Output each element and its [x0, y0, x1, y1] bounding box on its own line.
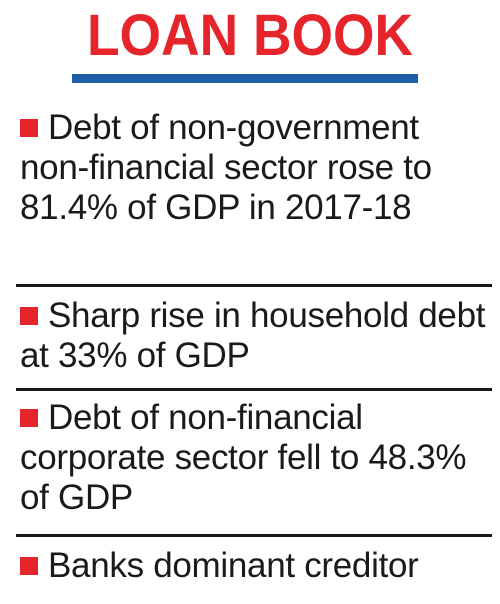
list-item-text: Sharp rise in household debt at 33% of G… — [20, 296, 488, 376]
square-bullet-icon — [20, 557, 38, 575]
divider — [16, 534, 492, 537]
title-underline — [72, 74, 418, 83]
list-item-label: Sharp rise in household debt at 33% of G… — [20, 296, 486, 375]
page-title: LOAN BOOK — [86, 3, 414, 68]
list-item-label: Debt of non-financial corporate sector f… — [20, 398, 467, 517]
list-item-label: Debt of non-government non-financial sec… — [20, 108, 432, 227]
list-item: Sharp rise in household debt at 33% of G… — [20, 296, 488, 376]
list-item: Debt of non-financial corporate sector f… — [20, 398, 488, 518]
list-item: Banks dominant creditor — [20, 546, 488, 586]
list-item-text: Debt of non-financial corporate sector f… — [20, 398, 488, 518]
square-bullet-icon — [20, 119, 38, 137]
list-item: Debt of non-government non-financial sec… — [20, 108, 488, 228]
list-item-label: Banks dominant creditor — [48, 546, 419, 585]
divider — [16, 388, 492, 391]
square-bullet-icon — [20, 307, 38, 325]
list-item-text: Debt of non-government non-financial sec… — [20, 108, 488, 228]
square-bullet-icon — [20, 409, 38, 427]
divider — [16, 284, 492, 287]
list-item-text: Banks dominant creditor — [20, 546, 488, 586]
